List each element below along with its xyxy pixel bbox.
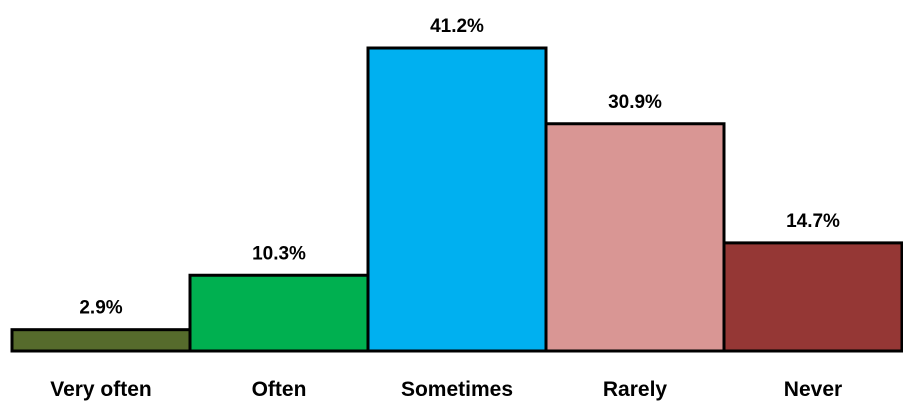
category-label-sometimes: Sometimes — [401, 378, 513, 401]
category-label-rarely: Rarely — [603, 378, 668, 401]
data-label-sometimes: 41.2% — [430, 16, 484, 37]
data-label-very-often: 2.9% — [79, 298, 122, 319]
bars-group — [10, 46, 903, 353]
category-label-often: Often — [252, 378, 307, 401]
data-labels-group: 2.9% 10.3% 41.2% 30.9% 14.7% — [79, 16, 840, 319]
category-label-never: Never — [784, 378, 842, 401]
data-label-rarely: 30.9% — [608, 92, 662, 113]
category-label-very-often: Very often — [50, 378, 152, 401]
bar-often — [188, 273, 370, 353]
bar-never — [722, 241, 903, 353]
bar-sometimes — [366, 46, 548, 353]
bar-very-often — [10, 328, 192, 353]
bar-rarely — [544, 122, 726, 353]
category-labels-group: Very often Often Sometimes Rarely Never — [50, 378, 842, 401]
data-label-never: 14.7% — [786, 211, 840, 232]
data-label-often: 10.3% — [252, 243, 306, 264]
